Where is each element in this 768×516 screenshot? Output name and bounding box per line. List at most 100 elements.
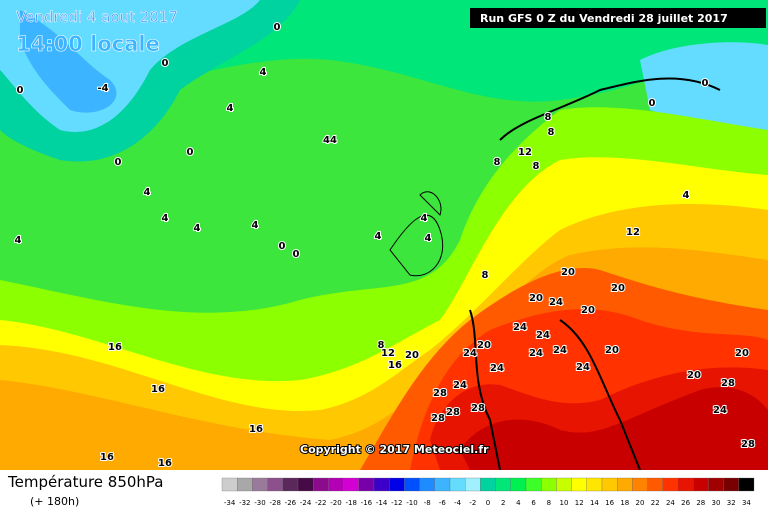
legend-label: 22	[651, 499, 660, 507]
legend-label: -30	[254, 499, 265, 507]
legend-label: 12	[575, 499, 584, 507]
contour-label: 4	[260, 67, 267, 78]
contour-label: 24	[513, 322, 527, 333]
contour-label: 0	[279, 241, 286, 252]
contour-label: 20	[605, 345, 619, 356]
contour-label: 20	[529, 293, 543, 304]
legend-label: 18	[620, 499, 629, 507]
legend-swatch	[586, 477, 603, 492]
contour-label: 0	[187, 147, 194, 158]
contour-label: 4	[162, 213, 169, 224]
legend-label: -2	[469, 499, 476, 507]
zone-28	[460, 387, 768, 470]
contour-label: 20	[735, 348, 749, 359]
legend-swatch	[495, 477, 511, 492]
legend-label: -16	[361, 499, 373, 507]
contour-label: 0	[274, 22, 281, 33]
legend-swatch	[419, 477, 435, 492]
legend-swatch	[541, 477, 557, 492]
legend-swatch	[723, 477, 739, 492]
contour-label: 20	[687, 370, 701, 381]
contour-label: 0	[702, 78, 709, 89]
coastline	[469, 77, 721, 471]
contour-label: 4	[252, 220, 259, 231]
legend-swatch	[389, 477, 405, 492]
contour-label: 4	[227, 103, 234, 114]
footer-lead: (+ 180h)	[30, 495, 79, 508]
legend-label: 2	[501, 499, 505, 507]
legend-label: -34	[224, 499, 236, 507]
contour-label: 12	[518, 147, 532, 158]
legend-label: 26	[681, 499, 690, 507]
legend-swatch	[373, 477, 390, 492]
contour-label: -4	[97, 83, 108, 94]
contour-label: 28	[471, 403, 485, 414]
legend-swatch	[662, 477, 679, 492]
legend-swatch	[738, 477, 755, 492]
legend-swatch	[297, 477, 314, 492]
legend-swatch	[632, 477, 648, 492]
legend-swatch	[617, 477, 633, 492]
legend-swatch	[480, 477, 496, 492]
contour-label: 28	[431, 413, 445, 424]
legend-swatch	[647, 477, 663, 492]
contour-label: 44	[323, 135, 337, 146]
legend-label: 0	[486, 499, 490, 507]
zone-coldest	[20, 10, 117, 113]
contour-label: 24	[529, 348, 543, 359]
contour-label: 24	[536, 330, 550, 341]
contour-label: 20	[405, 350, 419, 361]
legend-label: 28	[696, 499, 705, 507]
contour-label: 16	[388, 360, 402, 371]
contour-label: 8	[494, 157, 501, 168]
legend-label: 10	[560, 499, 569, 507]
contour-label: 0	[649, 98, 656, 109]
legend-label: -10	[406, 499, 417, 507]
contour-label: 8	[378, 340, 385, 351]
legend-label: 16	[605, 499, 614, 507]
legend-label: -24	[300, 499, 312, 507]
contour-label: 4	[15, 235, 22, 246]
legend-label: -12	[391, 499, 402, 507]
legend-label: 24	[666, 499, 675, 507]
legend-label: 30	[712, 499, 721, 507]
legend-label: -18	[345, 499, 356, 507]
contour-label: 0	[17, 85, 24, 96]
contour-label: 8	[482, 270, 489, 281]
legend-label: 34	[742, 499, 751, 507]
contour-label: 24	[713, 405, 727, 416]
legend-swatch	[708, 477, 724, 492]
legend-swatch	[525, 477, 542, 492]
legend-label: -20	[330, 499, 341, 507]
contour-label: 28	[433, 388, 447, 399]
contour-label: 28	[741, 439, 755, 450]
contour-label: 16	[249, 424, 263, 435]
legend-swatch	[556, 477, 572, 492]
legend-swatch	[267, 477, 283, 492]
legend-label: -8	[424, 499, 431, 507]
contour-label: 20	[611, 283, 625, 294]
legend-swatch	[510, 477, 527, 492]
contour-label: 24	[576, 362, 590, 373]
contour-label: 28	[446, 407, 460, 418]
legend-swatch	[434, 477, 451, 492]
legend-swatch	[465, 477, 481, 492]
contour-label: 4	[683, 190, 690, 201]
legend-swatch	[252, 477, 268, 492]
contour-label: 20	[581, 305, 595, 316]
run-box	[470, 8, 766, 28]
copyright: Copyright © 2017 Meteociel.fr	[300, 443, 489, 456]
legend-swatch	[221, 477, 238, 492]
legend-label: 20	[636, 499, 645, 507]
legend-swatch	[328, 477, 344, 492]
legend-label: 4	[516, 499, 521, 507]
legend-swatch	[601, 477, 618, 492]
legend-swatch	[404, 477, 420, 492]
contour-label: 8	[533, 161, 540, 172]
contour-label: 4	[375, 231, 382, 242]
legend-label: -22	[315, 499, 326, 507]
contour-label: 4	[425, 233, 432, 244]
contour-label: 4	[194, 223, 201, 234]
legend-swatch	[693, 477, 709, 492]
